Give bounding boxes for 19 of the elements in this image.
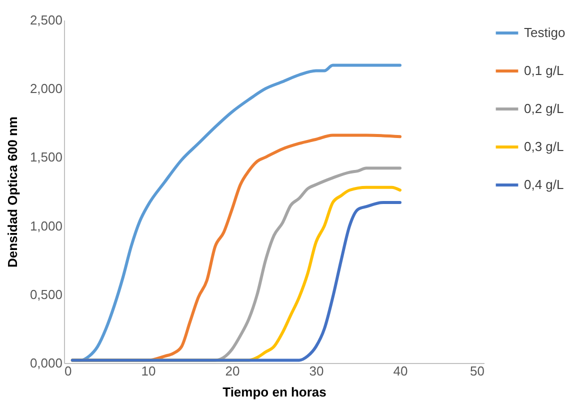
x-tick-label: 30 [309,364,324,378]
y-tick-label: 1,000 [30,218,62,234]
y-tick-label: 2,000 [30,81,62,96]
y-tick-label: 2,500 [30,12,62,28]
y-tick-label: 1,500 [30,150,62,165]
x-tick-label: 40 [393,364,408,378]
legend-label: Testigo [524,25,566,40]
x-tick-label: 0 [64,364,72,378]
x-axis-title: Tiempo en horas [222,384,326,400]
legend-label: 0,4 g/L [524,177,564,192]
x-tick-label: 20 [225,364,240,378]
y-tick-label: 0,000 [30,356,62,370]
legend-label: 0,1 g/L [524,63,564,78]
legend-label: 0,2 g/L [524,101,564,116]
x-tick-label: 50 [470,364,484,378]
legend-label: 0,3 g/L [524,139,564,154]
y-axis-title: Densidad Optica 600 nm [4,116,20,268]
y-tick-label: 0,500 [30,286,62,302]
x-tick-label: 10 [141,364,156,378]
